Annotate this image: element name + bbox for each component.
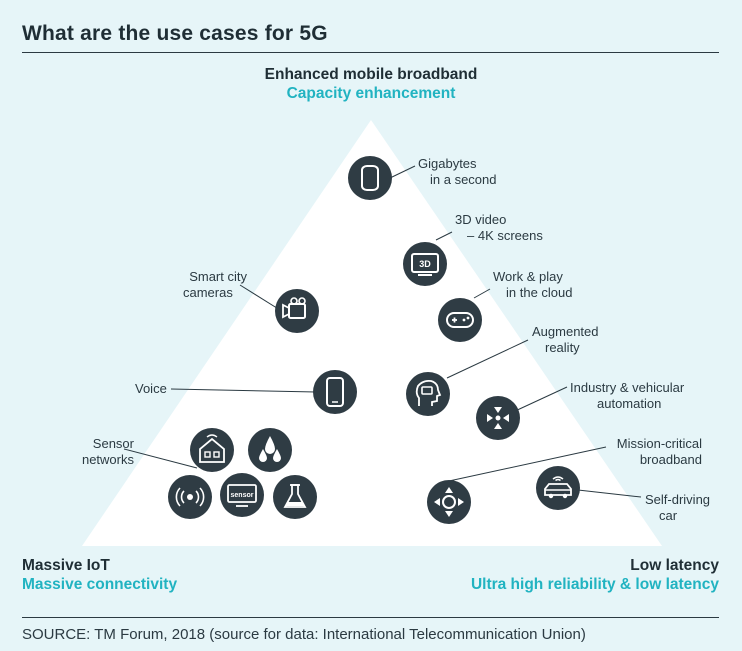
corner-right-subtitle: Ultra high reliability & low latency: [470, 576, 719, 593]
3d-screen-icon: 3D: [403, 242, 447, 286]
head-visor-icon: [406, 372, 450, 416]
corner-top-title: Enhanced mobile broadband: [264, 66, 478, 83]
cylinder-icon: [348, 156, 392, 200]
arrows-in-icon: [476, 396, 520, 440]
corner-left-subtitle: Massive connectivity: [22, 576, 178, 593]
smartphone-icon: [313, 370, 357, 414]
wireless-signal-icon: [168, 475, 212, 519]
top-divider: [22, 52, 719, 53]
corner-low-latency: Low latency Ultra high reliability & low…: [471, 556, 719, 594]
label-gigabytes: Gigabytes in a second: [418, 156, 497, 187]
bottom-divider: [22, 617, 719, 618]
sensor-monitor-icon: sensor: [220, 473, 264, 517]
connected-car-icon: [536, 466, 580, 510]
leader-lines: [123, 165, 642, 498]
label-augmented-reality: Augmented reality: [532, 324, 599, 355]
corner-right-title: Low latency: [630, 557, 719, 574]
label-work-play: Work & play in the cloud: [493, 269, 573, 300]
label-industry: Industry & vehicular automation: [570, 380, 685, 411]
label-mission-critical: Mission-critical broadband: [616, 436, 702, 467]
camera-icon: [275, 289, 319, 333]
corner-left-title: Massive IoT: [22, 557, 110, 574]
corner-top-subtitle: Capacity enhancement: [286, 85, 456, 102]
arrows-out-icon: [427, 480, 471, 524]
water-drops-icon: [248, 428, 292, 472]
smart-home-icon: [190, 428, 234, 472]
label-self-driving: Self-driving car: [645, 492, 711, 523]
3d-icon-text: 3D: [419, 259, 431, 269]
corner-massive-iot: Massive IoT Massive connectivity: [22, 556, 177, 594]
label-sensor-networks: Sensor networks: [81, 436, 134, 467]
gamepad-icon: [438, 298, 482, 342]
flask-icon: [273, 475, 317, 519]
corner-enhanced-broadband: Enhanced mobile broadband Capacity enhan…: [0, 65, 742, 103]
page-title: What are the use cases for 5G: [22, 22, 328, 45]
label-3d-video: 3D video – 4K screens: [455, 212, 543, 243]
label-voice: Voice: [135, 381, 167, 396]
sensor-icon-text: sensor: [231, 492, 254, 499]
source-note: SOURCE: TM Forum, 2018 (source for data:…: [22, 626, 586, 643]
label-smart-city: Smart city cameras: [183, 269, 247, 300]
